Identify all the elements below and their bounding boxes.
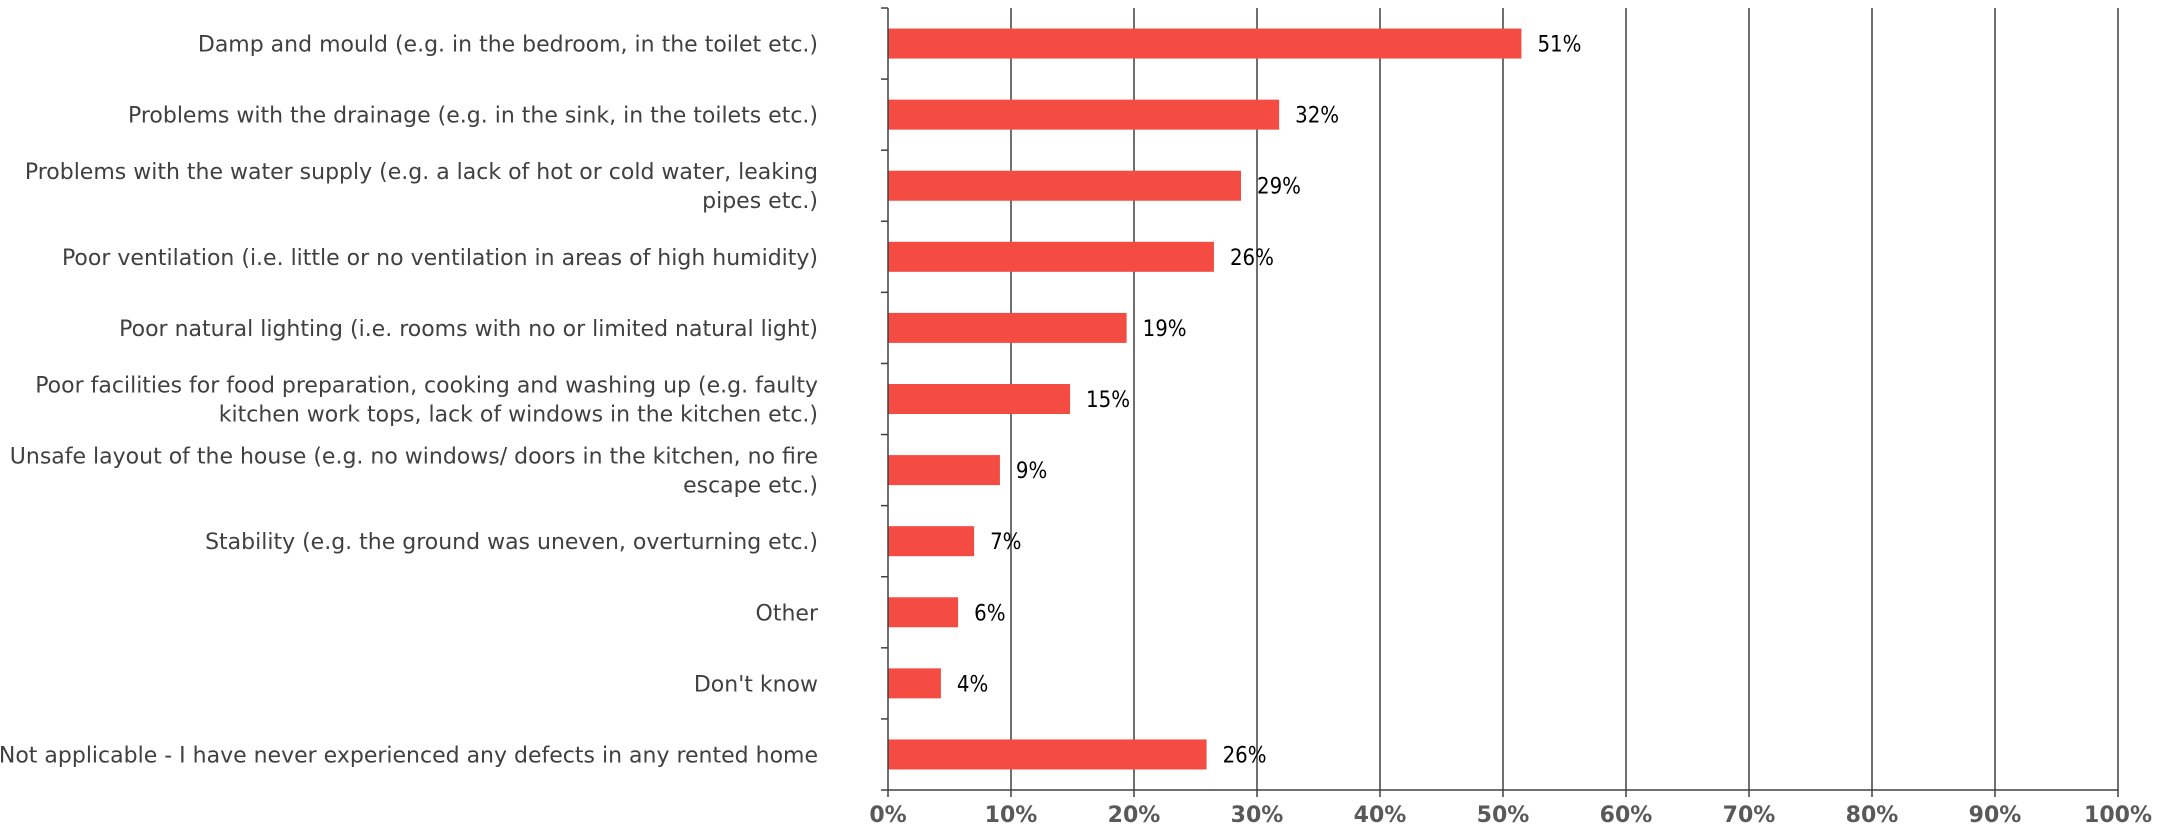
category-label-line: pipes etc.) <box>702 189 818 214</box>
category-label: Poor ventilation (i.e. little or no vent… <box>62 246 818 271</box>
bar <box>888 28 1522 59</box>
bar <box>888 312 1127 343</box>
category-label-line: escape etc.) <box>683 474 818 499</box>
bars <box>888 28 1522 770</box>
bar <box>888 597 959 628</box>
category-label-line: Don't know <box>694 672 818 697</box>
x-tick-label: 30% <box>1231 803 1284 826</box>
bar <box>888 99 1280 130</box>
category-label-line: Unsafe layout of the house (e.g. no wind… <box>10 445 818 470</box>
bar <box>888 384 1071 414</box>
category-label: Problems with the drainage (e.g. in the … <box>128 104 818 129</box>
x-tick-label: 40% <box>1354 803 1407 826</box>
data-labels: 51% 32% 29% 26% 19% 15% 9% 7% 6% 4% 26% <box>957 33 1582 769</box>
category-label-line: Stability (e.g. the ground was uneven, o… <box>205 530 818 555</box>
x-tick-label: 80% <box>1846 803 1899 826</box>
category-label-line: Poor natural lighting (i.e. rooms with n… <box>119 317 818 342</box>
bar <box>888 170 1242 201</box>
data-label: 32% <box>1295 104 1339 129</box>
x-tick-labels: 0% 10% 20% 30% 40% 50% 60% 70% 80% 90% 100% <box>869 803 2152 826</box>
x-tick-label: 100% <box>2084 803 2152 826</box>
data-label: 15% <box>1086 388 1130 413</box>
data-label: 6% <box>974 601 1005 626</box>
category-label: Poor facilities for food preparation, co… <box>35 374 818 428</box>
data-label: 26% <box>1223 743 1267 768</box>
x-tick-label: 70% <box>1723 803 1776 826</box>
data-label: 29% <box>1257 175 1301 200</box>
bar <box>888 739 1207 770</box>
category-label-line: Other <box>756 601 819 626</box>
data-label: 19% <box>1143 317 1187 342</box>
category-label-line: Problems with the drainage (e.g. in the … <box>128 104 818 129</box>
data-label: 26% <box>1230 246 1274 271</box>
x-tick-label: 60% <box>1600 803 1653 826</box>
bar <box>888 455 1000 486</box>
axes <box>881 7 2119 797</box>
data-label: 9% <box>1016 459 1047 484</box>
x-tick-label: 90% <box>1969 803 2022 826</box>
data-label: 7% <box>990 530 1021 555</box>
x-tick-label: 20% <box>1108 803 1161 826</box>
category-labels: Damp and mould (e.g. in the bedroom, in … <box>0 33 819 769</box>
bar <box>888 526 975 557</box>
category-label-line: Poor ventilation (i.e. little or no vent… <box>62 246 818 271</box>
bar <box>888 241 1214 272</box>
data-label: 51% <box>1537 33 1581 58</box>
x-tick-label: 0% <box>869 803 906 826</box>
category-label: Poor natural lighting (i.e. rooms with n… <box>119 317 818 342</box>
category-label-line: kitchen work tops, lack of windows in th… <box>219 403 818 428</box>
category-label: Damp and mould (e.g. in the bedroom, in … <box>198 33 818 58</box>
category-label: Problems with the water supply (e.g. a l… <box>25 160 818 214</box>
category-label: Unsafe layout of the house (e.g. no wind… <box>10 445 818 499</box>
x-tick-label: 50% <box>1477 803 1530 826</box>
category-label: Not applicable - I have never experience… <box>0 743 818 768</box>
x-tick-label: 10% <box>985 803 1038 826</box>
category-label: Stability (e.g. the ground was uneven, o… <box>205 530 818 555</box>
data-label: 4% <box>957 672 988 697</box>
category-label-line: Not applicable - I have never experience… <box>0 743 818 768</box>
bar <box>888 668 941 699</box>
category-label: Don't know <box>694 672 818 697</box>
category-label: Other <box>756 601 819 626</box>
category-label-line: Damp and mould (e.g. in the bedroom, in … <box>198 33 818 58</box>
category-label-line: Poor facilities for food preparation, co… <box>35 374 818 399</box>
gridlines <box>1010 8 2119 790</box>
category-label-line: Problems with the water supply (e.g. a l… <box>25 160 818 185</box>
